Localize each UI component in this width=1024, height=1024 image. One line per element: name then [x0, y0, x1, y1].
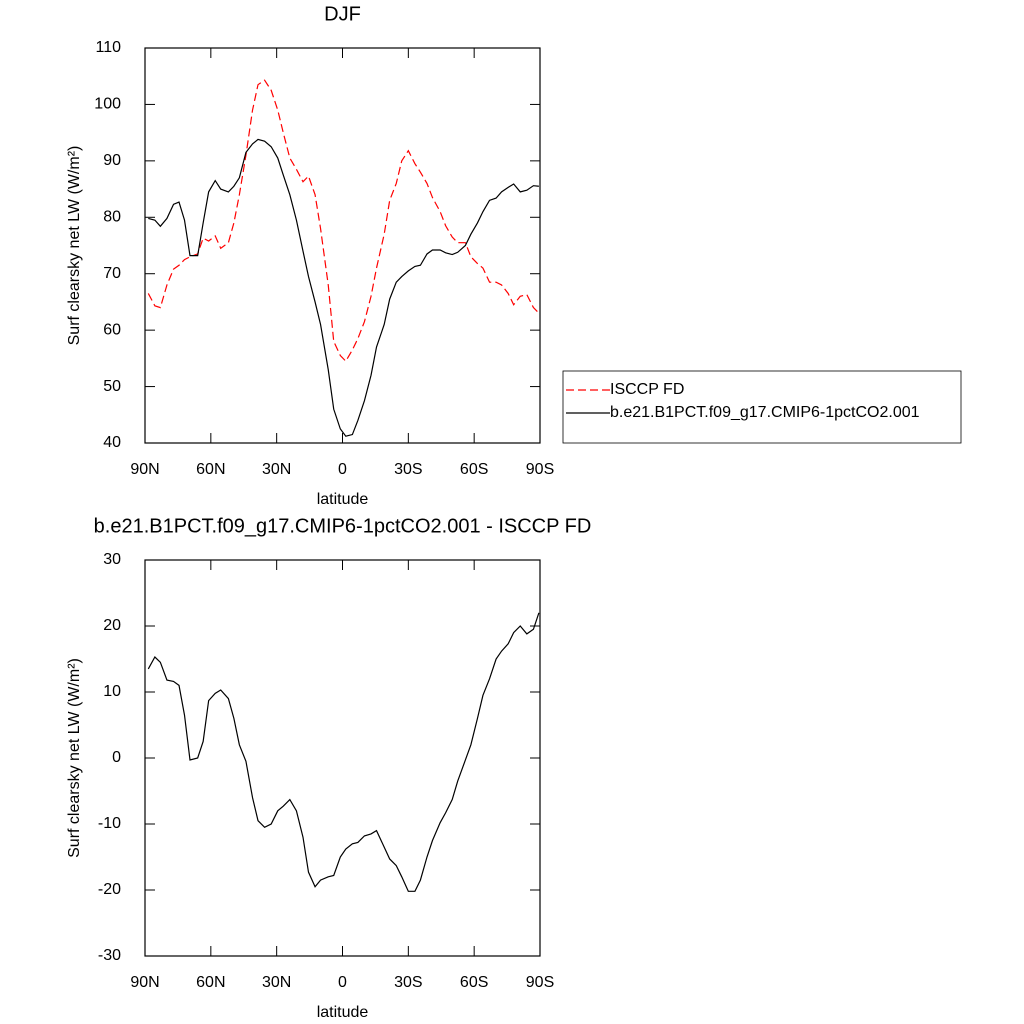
x-axis-title: latitude — [317, 491, 369, 508]
y-tick-label: 10 — [103, 683, 121, 700]
y-tick-label: 50 — [103, 378, 121, 395]
legend-box — [562, 370, 962, 444]
x-tick-label: 0 — [338, 461, 347, 478]
plot-frame — [144, 559, 541, 957]
legend: ISCCP FD b.e21.B1PCT.f09_g17.CMIP6-1pctCO… — [562, 370, 962, 444]
plot-frame — [144, 47, 541, 444]
data-line — [147, 79, 540, 363]
y-tick-label: 40 — [103, 434, 121, 451]
data-line — [147, 612, 540, 892]
x-tick-label: 30N — [262, 974, 291, 991]
legend-label: ISCCP FD — [610, 381, 684, 398]
y-tick-label: -20 — [98, 881, 121, 898]
chart-title: b.e21.B1PCT.f09_g17.CMIP6-1pctCO2.001 - … — [94, 515, 592, 537]
y-tick-label: 60 — [103, 321, 121, 338]
chart-title: DJF — [324, 3, 361, 25]
x-tick-label: 30N — [262, 461, 291, 478]
y-tick-label: 0 — [112, 749, 121, 766]
y-axis-title: Surf clearsky net LW (W/m²) — [66, 146, 83, 346]
x-tick-label: 0 — [338, 974, 347, 991]
y-tick-label: 80 — [103, 209, 121, 226]
x-tick-label: 90N — [130, 461, 159, 478]
x-tick-label: 90N — [130, 974, 159, 991]
y-tick-label: 100 — [94, 96, 121, 113]
data-line — [148, 138, 539, 437]
x-axis-title: latitude — [317, 1004, 369, 1021]
x-tick-label: 60N — [196, 974, 225, 991]
y-tick-label: -10 — [98, 815, 121, 832]
x-tick-label: 30S — [394, 461, 422, 478]
y-tick-label: 110 — [95, 39, 121, 56]
y-tick-label: -30 — [98, 947, 121, 964]
x-tick-label: 60N — [196, 461, 225, 478]
y-tick-label: 30 — [103, 551, 121, 568]
y-tick-label: 20 — [103, 617, 121, 634]
x-tick-label: 60S — [460, 461, 488, 478]
y-tick-label: 90 — [103, 152, 121, 169]
legend-label: b.e21.B1PCT.f09_g17.CMIP6-1pctCO2.001 — [610, 404, 920, 421]
x-tick-label: 90S — [526, 461, 554, 478]
y-axis-title: Surf clearsky net LW (W/m²) — [66, 658, 83, 858]
x-tick-label: 60S — [460, 974, 488, 991]
y-tick-label: 70 — [103, 265, 121, 282]
x-tick-label: 90S — [526, 974, 554, 991]
x-tick-label: 30S — [394, 974, 422, 991]
